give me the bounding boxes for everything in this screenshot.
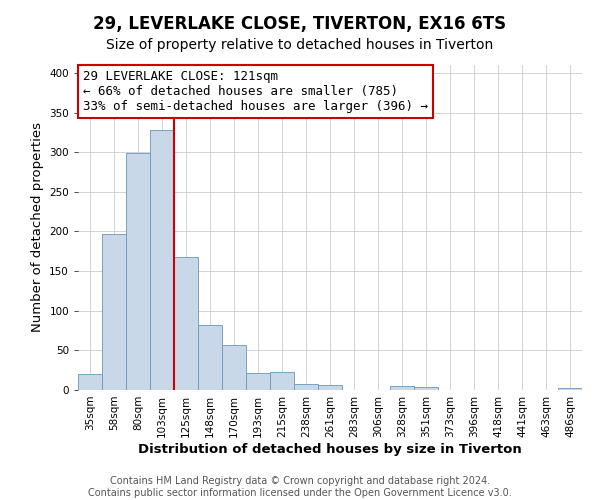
Bar: [222, 345, 246, 390]
X-axis label: Distribution of detached houses by size in Tiverton: Distribution of detached houses by size …: [138, 442, 522, 456]
Bar: [198, 325, 222, 390]
Bar: [102, 234, 126, 390]
Text: 29, LEVERLAKE CLOSE, TIVERTON, EX16 6TS: 29, LEVERLAKE CLOSE, TIVERTON, EX16 6TS: [94, 15, 506, 33]
Bar: [270, 372, 294, 390]
Bar: [246, 374, 270, 390]
Bar: [294, 384, 318, 390]
Bar: [318, 385, 342, 390]
Bar: [558, 388, 582, 390]
Bar: [390, 386, 414, 390]
Bar: [414, 387, 438, 390]
Bar: [150, 130, 174, 390]
Bar: [126, 153, 150, 390]
Text: Contains HM Land Registry data © Crown copyright and database right 2024.
Contai: Contains HM Land Registry data © Crown c…: [88, 476, 512, 498]
Text: 29 LEVERLAKE CLOSE: 121sqm
← 66% of detached houses are smaller (785)
33% of sem: 29 LEVERLAKE CLOSE: 121sqm ← 66% of deta…: [83, 70, 428, 113]
Bar: [78, 374, 102, 390]
Text: Size of property relative to detached houses in Tiverton: Size of property relative to detached ho…: [106, 38, 494, 52]
Bar: [174, 257, 198, 390]
Y-axis label: Number of detached properties: Number of detached properties: [31, 122, 44, 332]
